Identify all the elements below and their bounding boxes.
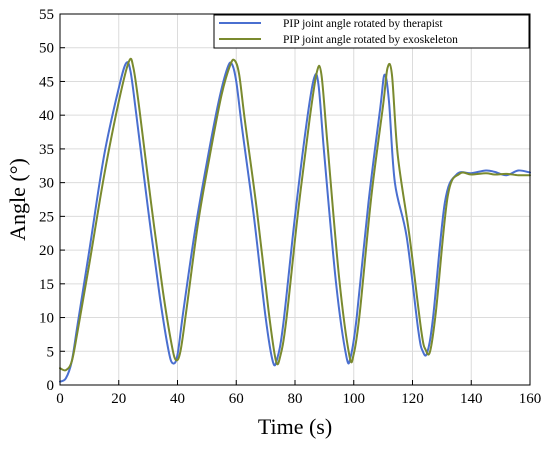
tick-labels: 0 20 40 60 80 100 120 140 160 0 5 10 15 20 25 30 35 40 45 5… <box>39 7 541 407</box>
x-axis-title: Time (s) <box>258 414 332 439</box>
y-tick-label: 50 <box>39 41 54 57</box>
legend: PIP joint angle rotated by therapist PIP… <box>213 14 530 49</box>
x-tick-label: 140 <box>460 391 483 407</box>
series-layer <box>59 57 531 383</box>
y-tick-label: 15 <box>39 277 54 293</box>
x-tick-label: 100 <box>343 391 366 407</box>
y-tick-label: 5 <box>47 344 55 360</box>
x-tick-label: 80 <box>288 391 303 407</box>
y-axis-title: Angle (°) <box>5 158 30 241</box>
legend-box <box>213 14 530 49</box>
y-tick-label: 25 <box>39 209 54 225</box>
y-tick-label: 55 <box>39 7 54 23</box>
y-tick-label: 30 <box>39 176 54 192</box>
series-line-exoskeleton <box>59 57 531 372</box>
y-tick-label: 20 <box>39 243 54 259</box>
x-tick-label: 120 <box>401 391 424 407</box>
x-tick-label: 60 <box>229 391 244 407</box>
y-tick-label: 0 <box>47 378 55 394</box>
y-tick-label: 35 <box>39 142 54 158</box>
legend-label-exoskeleton: PIP joint angle rotated by exoskeleton <box>283 34 458 46</box>
series-line-therapist <box>59 61 531 383</box>
x-tick-label: 20 <box>111 391 126 407</box>
x-tick-label: 0 <box>56 391 64 407</box>
x-tick-label: 160 <box>519 391 542 407</box>
x-tick-label: 40 <box>170 391 185 407</box>
legend-label-therapist: PIP joint angle rotated by therapist <box>283 18 443 30</box>
y-tick-label: 10 <box>39 311 54 327</box>
y-tick-label: 40 <box>39 108 54 124</box>
y-tick-label: 45 <box>39 74 54 90</box>
